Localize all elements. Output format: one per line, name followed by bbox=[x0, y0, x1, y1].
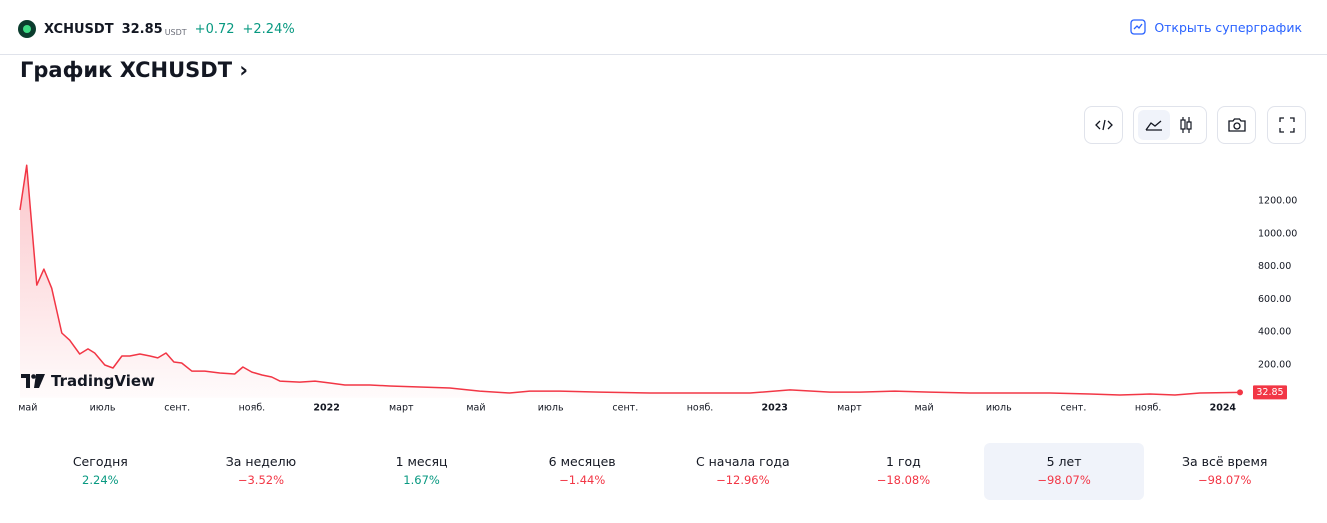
y-tick-label: 800.00 bbox=[1258, 261, 1291, 272]
last-price-tag bbox=[1253, 385, 1287, 400]
x-tick-label: сент. bbox=[1061, 403, 1087, 414]
divider bbox=[0, 54, 1327, 55]
superchart-icon bbox=[1130, 19, 1146, 35]
period-change: −3.52% bbox=[237, 473, 285, 487]
change-percent: +2.24% bbox=[242, 21, 295, 37]
chart-heading[interactable]: График XCHUSDT › bbox=[20, 58, 248, 82]
symbol-header: XCHUSDT 32.85 USDT +0.72 +2.24% bbox=[18, 18, 295, 40]
period-item[interactable]: За всё время −98.07% bbox=[1144, 443, 1305, 500]
superchart-label[interactable]: Открыть суперграфик bbox=[1154, 19, 1302, 35]
tv-text[interactable]: TradingView bbox=[51, 372, 155, 390]
area-icon bbox=[1145, 120, 1162, 131]
area-fill bbox=[20, 165, 1240, 398]
chart-style-group bbox=[1133, 106, 1207, 144]
x-tick-label: май bbox=[18, 403, 37, 414]
period-change: −18.08% bbox=[876, 473, 931, 487]
y-tick-label: 1000.00 bbox=[1258, 228, 1297, 239]
tv-icon bbox=[21, 374, 45, 388]
y-tick-label: 1200.00 bbox=[1258, 196, 1297, 207]
period-label[interactable]: 5 лет bbox=[1046, 454, 1082, 469]
fullscreen-button[interactable] bbox=[1267, 106, 1306, 144]
last-point bbox=[1237, 389, 1243, 396]
period-item[interactable]: 5 лет −98.07% bbox=[983, 443, 1145, 500]
fullscreen-icon bbox=[1278, 117, 1295, 133]
embed-icon bbox=[1094, 119, 1113, 131]
period-label[interactable]: 1 год bbox=[886, 454, 921, 469]
y-tick-label: 200.00 bbox=[1258, 360, 1291, 371]
area-style-button[interactable] bbox=[1138, 110, 1170, 140]
x-tick-label: июль bbox=[90, 403, 116, 414]
change: +0.72 bbox=[194, 21, 235, 37]
x-tick-label: 2023 bbox=[761, 403, 787, 414]
price-line bbox=[19, 164, 1241, 396]
x-tick-label: июль bbox=[538, 403, 564, 414]
period-stats: Сегодня 2.24% За неделю −3.52% 1 месяц 1.67% 6… bbox=[20, 443, 1305, 500]
x-tick-label: май bbox=[466, 403, 485, 414]
last-price-label: 32.85 bbox=[1256, 387, 1283, 398]
x-tick-label: сент. bbox=[164, 403, 190, 414]
chart: 200.00 400.00 600.00 800.00 1000.00 1200.00 ма… bbox=[18, 164, 1297, 414]
embed-button[interactable] bbox=[1084, 106, 1123, 144]
x-tick-label: 2022 bbox=[313, 403, 339, 414]
y-tick-label: 600.00 bbox=[1258, 294, 1291, 305]
symbol[interactable]: XCHUSDT bbox=[44, 21, 114, 37]
period-change: 2.24% bbox=[82, 473, 119, 487]
period-item[interactable]: 6 месяцев −1.44% bbox=[502, 443, 663, 500]
period-label[interactable]: 1 месяц bbox=[395, 454, 448, 469]
snapshot-button[interactable] bbox=[1217, 106, 1256, 144]
period-item[interactable]: 1 месяц 1.67% bbox=[341, 443, 502, 500]
period-label[interactable]: За всё время bbox=[1181, 454, 1268, 469]
x-tick-label: июль bbox=[986, 403, 1012, 414]
currency: USDT bbox=[164, 28, 187, 37]
camera-icon bbox=[1227, 118, 1246, 132]
superchart-button[interactable]: Открыть суперграфик bbox=[1130, 19, 1302, 35]
period-change: −98.07% bbox=[1037, 473, 1091, 487]
period-change: 1.67% bbox=[403, 473, 440, 487]
x-tick-label: сент. bbox=[612, 403, 638, 414]
x-tick-label: нояб. bbox=[1135, 403, 1162, 414]
tradingview-logo[interactable]: TradingView bbox=[21, 372, 155, 390]
period-label[interactable]: Сегодня bbox=[72, 454, 128, 469]
candle-style-button[interactable] bbox=[1170, 110, 1202, 140]
coin-logo bbox=[18, 20, 36, 38]
period-item[interactable]: За неделю −3.52% bbox=[181, 443, 342, 500]
x-tick-label: нояб. bbox=[687, 403, 714, 414]
chevron: › bbox=[232, 58, 249, 82]
x-tick-label: нояб. bbox=[239, 403, 266, 414]
period-label[interactable]: За неделю bbox=[225, 454, 297, 469]
period-label[interactable]: 6 месяцев bbox=[548, 454, 616, 469]
x-tick-label: март bbox=[389, 403, 414, 414]
x-tick-label: май bbox=[914, 403, 933, 414]
period-item[interactable]: 1 год −18.08% bbox=[823, 443, 984, 500]
x-tick-label: 2024 bbox=[1210, 403, 1237, 414]
period-item[interactable]: Сегодня 2.24% bbox=[20, 443, 181, 500]
price: 32.85 bbox=[121, 21, 163, 37]
x-tick-label: март bbox=[837, 403, 862, 414]
period-label[interactable]: С начала года bbox=[695, 454, 790, 469]
period-change: −12.96% bbox=[716, 473, 770, 487]
candle-icon bbox=[1180, 117, 1192, 133]
period-change: −1.44% bbox=[559, 473, 606, 487]
period-item[interactable]: С начала года −12.96% bbox=[663, 443, 824, 500]
period-change: −98.07% bbox=[1197, 473, 1252, 487]
y-tick-label: 400.00 bbox=[1258, 327, 1291, 338]
chart-heading-text[interactable]: График XCHUSDT bbox=[20, 58, 233, 82]
